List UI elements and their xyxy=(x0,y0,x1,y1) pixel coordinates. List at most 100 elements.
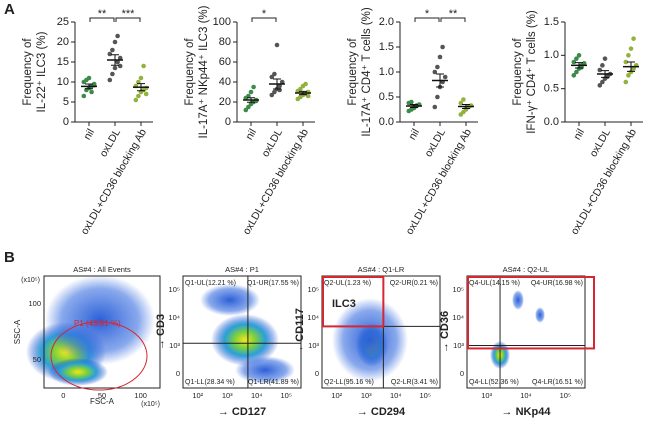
plot-title: AS#4 : Q2-UL xyxy=(503,265,550,274)
data-point xyxy=(600,63,605,68)
significance-bracket xyxy=(414,17,440,22)
y-tick-label: 0 xyxy=(63,116,69,128)
data-point xyxy=(628,46,634,51)
y-tick-label: 0.0 xyxy=(544,116,559,128)
y-tick-label: 0 xyxy=(460,369,464,378)
error-bar xyxy=(575,62,583,69)
data-point xyxy=(298,86,303,92)
quadrant-label: Q2-LR(3.41 %) xyxy=(391,379,438,386)
x-tick-label: oxLDL xyxy=(259,127,285,159)
x-tick-label: 0 xyxy=(61,391,65,400)
quadrant-label: Q2-UL(1.23 %) xyxy=(324,280,371,287)
data-point xyxy=(110,47,115,53)
significance-label: ** xyxy=(449,8,458,20)
y-tick-label: 60 xyxy=(219,56,231,68)
x-tick-label: 10⁴ xyxy=(251,391,263,400)
x-tick-label: 50 xyxy=(98,391,106,400)
error-bar xyxy=(627,61,635,72)
data-point xyxy=(107,77,113,83)
data-point xyxy=(143,85,149,91)
x-tick-label: oxLDL xyxy=(587,127,613,159)
density-cloud xyxy=(235,356,295,384)
quadrant-label: Q1-UR(17.55 %) xyxy=(247,280,299,287)
y-tick-label: 15 xyxy=(57,56,69,68)
significance-label: ** xyxy=(98,8,107,20)
x-tick-label: 10⁵ xyxy=(281,391,292,400)
x-tick-label: nil xyxy=(571,127,587,142)
data-point xyxy=(246,104,251,110)
data-point xyxy=(574,56,579,61)
data-point xyxy=(305,93,311,99)
y-axis-label: IFN-γ⁺ CD4⁺ T cells (%) xyxy=(526,10,538,134)
data-point xyxy=(272,89,277,95)
y-axis-label: IL-22⁺ ILC3 (%) xyxy=(36,31,48,112)
data-point xyxy=(432,69,438,75)
quadrant-label: Q1-LL(28.34 %) xyxy=(185,379,235,386)
data-point xyxy=(243,107,249,113)
data-point xyxy=(138,75,144,81)
error-bar xyxy=(85,83,93,90)
x-tick-label: 10⁵ xyxy=(560,391,571,400)
data-point xyxy=(117,63,123,69)
data-point xyxy=(246,93,251,99)
axis-scale: (x10⁵) xyxy=(21,277,40,284)
data-point xyxy=(141,63,146,69)
data-point xyxy=(442,74,448,80)
x-tick-label: nil xyxy=(406,127,422,142)
data-point xyxy=(571,73,577,78)
quadrant-label: Q4-UR(16.98 %) xyxy=(531,280,583,287)
y-tick-label: 5 xyxy=(63,96,69,108)
plot-frame xyxy=(43,275,161,389)
data-point xyxy=(251,84,256,90)
data-point xyxy=(277,87,282,93)
plot-frame xyxy=(182,275,302,389)
gate xyxy=(50,321,148,391)
y-tick-label: 10³ xyxy=(169,341,180,350)
significance-bracket xyxy=(440,17,466,22)
data-point xyxy=(437,54,443,60)
data-point xyxy=(110,71,115,77)
x-tick-label: oxLDL xyxy=(422,127,448,159)
y-tick-label: 1.0 xyxy=(379,66,394,78)
y-tick-label: 1.5 xyxy=(544,16,559,28)
y-tick-label: 2.0 xyxy=(379,16,394,28)
y-tick-label: 40 xyxy=(219,76,231,88)
quadrant-label: Q2-LL(95.16 %) xyxy=(324,379,374,386)
y-tick-label: 25 xyxy=(57,16,69,28)
error-bar xyxy=(137,83,145,92)
y-tick-label: 10³ xyxy=(453,341,464,350)
quadrant-label: Q4-UL(14.15 %) xyxy=(469,280,520,287)
density-cloud xyxy=(200,284,260,316)
x-tick-label: 10² xyxy=(331,391,342,400)
significance-label: * xyxy=(262,8,267,20)
quadrant-label: Q2-UR(0.21 %) xyxy=(390,280,438,287)
y-tick-label: 80 xyxy=(219,36,231,48)
y-axis-label: IL-17A⁺ NKp44⁺ ILC3 (%) xyxy=(198,5,210,138)
data-point xyxy=(303,81,308,87)
y-axis-label: Frequency of xyxy=(22,38,34,106)
quadrant-label: Q4-LL(52.36 %) xyxy=(469,379,519,386)
x-axis-label: FSC-A xyxy=(90,397,115,406)
y-axis-label: → CD117 xyxy=(294,308,306,356)
data-point xyxy=(623,59,629,65)
data-point xyxy=(409,99,414,105)
y-tick-label: 10 xyxy=(57,76,69,88)
data-point xyxy=(115,59,120,65)
y-tick-label: 10⁴ xyxy=(168,313,180,322)
y-axis-label: → CD3 xyxy=(155,314,167,350)
y-tick-label: 20 xyxy=(57,36,69,48)
density-cloud xyxy=(512,290,524,310)
significance-bracket xyxy=(251,17,277,22)
plot-title: AS#4 : P1 xyxy=(225,265,259,274)
x-tick-label: 10³ xyxy=(222,391,233,400)
data-point xyxy=(435,64,440,70)
y-tick-label: 0.5 xyxy=(544,83,559,95)
data-point xyxy=(461,97,466,102)
gate xyxy=(322,276,385,328)
data-point xyxy=(272,71,277,77)
y-tick-label: 20 xyxy=(219,96,231,108)
x-tick-label: 10³ xyxy=(481,391,492,400)
data-point xyxy=(631,36,636,41)
gate-label: ILC3 xyxy=(332,298,356,310)
data-point xyxy=(597,83,603,88)
